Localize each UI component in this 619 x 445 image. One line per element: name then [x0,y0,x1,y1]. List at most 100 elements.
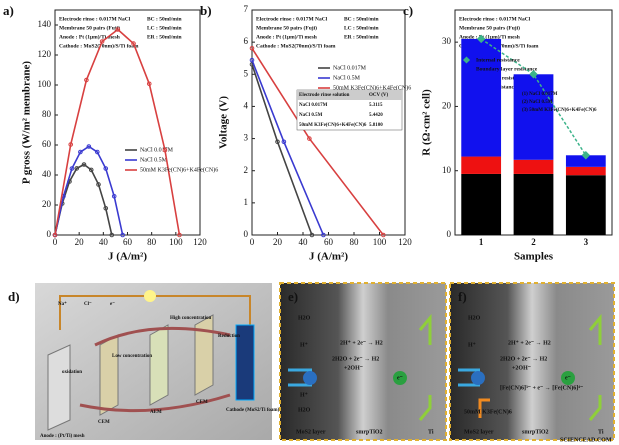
note: Electrode rinse : 0.017M NaCl [59,16,131,22]
note: BC : 50ml/min [344,16,379,22]
point [381,232,386,238]
series-line [251,47,384,236]
panel-label: a) [3,3,14,18]
panel-text: 50mM K3Fe(CN)6 [464,408,512,415]
point [111,194,117,199]
x-tick-label: 3 [584,237,589,247]
y-tick-label: 20 [42,199,52,209]
y-tick-label: 30 [442,36,452,46]
y-tick-label: 100 [38,79,52,89]
y-tick-label: 0 [47,229,52,239]
bar-segment [513,159,554,174]
panel-text: Anode : (Pt/Ti) mesh [40,434,85,439]
point [249,45,255,51]
legend-swatch [462,66,472,72]
table-cell: Electrode rinse solution [299,93,350,98]
x-tick-label: 60 [324,237,334,247]
x-axis-label: J (A/m²) [108,251,147,263]
series-line [54,163,113,236]
point [52,232,58,238]
table-cell: NaCl 0.5M [299,113,323,118]
point [96,182,101,187]
panel-f-art [458,313,602,421]
table-cell: 5.8100 [369,123,383,128]
bar-segment [565,155,606,167]
note: Electrode rinse : 0.017M NaCl [256,16,328,22]
table-cell: NaCl 0.017M [299,103,328,108]
panel-text: Cl⁻ [84,302,92,307]
y-tick-label: 3 [244,133,249,143]
panel-text: MoS2 layer [464,429,494,435]
x-tick-label: 0 [53,237,58,247]
x-tick-label: 100 [373,237,387,247]
note: LC : 50ml/min [147,25,182,31]
note: Cathode : MoS2(70nm)/S/Ti foam [59,42,139,49]
y-tick-label: 6 [244,36,249,46]
panel-text: Reduction [218,334,240,339]
panel-text: H2O [298,407,311,413]
note: Membrane 50 pairs (Fuji) [59,24,120,31]
note: BC : 50ml/min [147,16,182,22]
note: Electrode rinse : 0.017M NaCl [459,16,531,22]
legend-label: Boundary layer resistance [476,66,538,72]
legend-label: 50mM K3Fe(CN)6+K4Fe(CN)6 [333,84,411,91]
x-tick-label: 80 [350,237,360,247]
panel-text: 2H⁺ + 2e⁻ → H2 [340,339,383,346]
panel-text: e⁻ [397,375,403,381]
point [103,166,109,171]
point [146,81,152,87]
panel-label: e) [288,289,298,304]
y-axis-label: R (Ω·cm² cell) [421,89,433,156]
panel-text: High concentration [170,316,211,321]
panel-label: c) [403,3,413,18]
point [109,232,115,238]
x-tick-label: 80 [147,237,157,247]
note: (2) NaCl 0.5M [522,100,553,105]
point [281,139,287,145]
legend-label: NaCl 0.017M [333,65,367,71]
y-tick-label: 5 [244,68,249,78]
bar-segment [565,166,606,176]
x-tick-label: 120 [193,237,207,247]
note: Anode : Pt (1μm)/Ti mesh [59,33,120,40]
legend-label: Internal resistance [476,57,520,63]
point [249,57,255,63]
panel-text: H2O [298,315,311,321]
y-tick-label: 2 [244,165,249,175]
legend-label: NaCl 0.5M [333,75,361,81]
panel-text: Low concentration [112,354,152,359]
series-line [54,145,124,236]
point [103,206,109,211]
point [69,166,75,171]
x-tick-label: 20 [75,237,85,247]
panel-text: 2H⁺ + 2e⁻ → H2 [508,339,551,346]
series-line [251,59,325,236]
note: LC : 50ml/min [344,25,379,31]
y-tick-label: 40 [42,169,52,179]
note: (1) NaCl 0.017M [522,92,558,97]
panel-text: oxidation [62,370,82,375]
series-line [251,64,313,236]
x-tick-label: 20 [273,237,283,247]
note: ER : 50ml/min [147,34,182,40]
point [177,232,182,238]
point [321,232,326,238]
y-tick-label: 0 [447,229,452,239]
y-tick-label: 60 [42,139,52,149]
x-tick-label: 120 [398,237,412,247]
y-tick-label: 7 [244,4,249,14]
panel-text: MoS2 layer [296,429,326,435]
panel-text: H⁺ [300,391,308,398]
bar-segment [461,173,502,235]
point [94,149,100,155]
series-line [54,28,181,236]
point [84,77,89,83]
y-tick-label: 80 [42,109,52,119]
note: ER : 50ml/min [344,34,379,40]
y-tick-label: 10 [442,165,452,175]
x-tick-label: 40 [299,237,309,247]
panel-text: smrpTiO2 [522,429,549,435]
x-axis-label: J (A/m²) [309,251,348,263]
table-header [297,90,402,100]
